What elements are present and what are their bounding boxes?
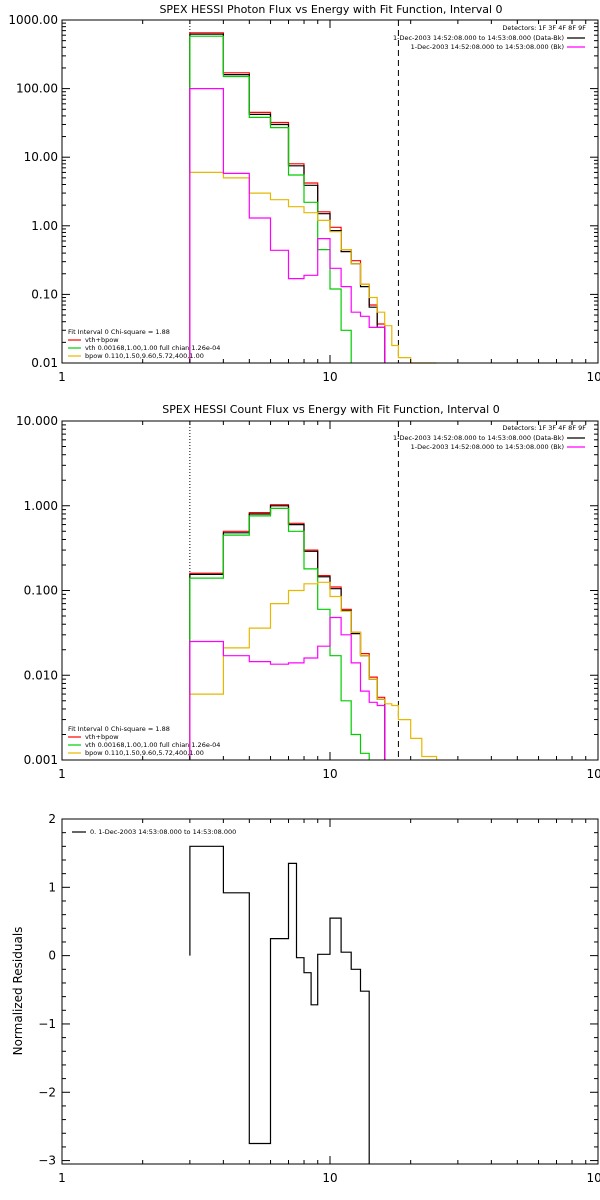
photon-detectors-label: Detectors: 1F 3F 4F 8F 9F [502,24,586,32]
count-legend-left-1: vth 0.00168,1.00,1.00 full chian 1.26e-0… [85,741,220,749]
residuals-y-tick-label: −3 [38,1154,56,1168]
residuals-y-axis-label: Normalized Residuals [11,927,25,1056]
residuals-legend-0: 0. 1-Dec-2003 14:53:08.000 to 14:53:08.0… [90,828,236,836]
count-detectors-label: Detectors: 1F 3F 4F 8F 9F [502,424,586,432]
photon-chart-title: SPEX HESSI Photon Flux vs Energy with Fi… [159,3,502,16]
count-y-tick-label: 0.100 [24,584,58,598]
photon-y-tick-label: 1.00 [31,219,58,233]
count-x-tick-label: 10 [322,767,337,781]
residuals-panel: 1 10 100 −3 −2 −1 0 1 2 Normalized Residuals 0. … [11,812,600,1185]
photon-series-bpow [189,171,437,364]
photon-y-tick-label: 1000.00 [8,13,58,27]
photon-y-tick-label: 0.10 [31,287,58,301]
residuals-y-tick-label: 1 [48,880,56,894]
photon-plot-frame [61,19,599,364]
photon-y-tick-label: 0.01 [31,356,58,370]
photon-legend-right-0: 1-Dec-2003 14:52:08.000 to 14:53:08.000 … [393,34,564,42]
photon-flux-panel: SPEX HESSI Photon Flux vs Energy with Fi… [8,3,600,384]
photon-x-tick-label: 1 [58,370,66,384]
photon-legend-left-0: vth+bpow [85,336,119,344]
count-legend-left-0: vth+bpow [85,733,119,741]
count-legend-right: 1-Dec-2003 14:52:08.000 to 14:53:08.000 … [393,434,585,451]
count-legend-left-2: bpow 0.110,1.50,9.60,5.72,400,1.00 [85,749,204,757]
photon-x-tick-label: 100 [587,370,600,384]
residuals-x-tick-label: 100 [587,1171,600,1185]
count-series-bkg [189,616,386,760]
residuals-x-tick-label: 10 [322,1171,337,1185]
residuals-series-residuals [189,845,370,1164]
count-y-tick-label: 0.001 [24,753,58,767]
photon-series-vth [189,35,352,363]
count-y-tick-label: 10.000 [16,414,58,428]
photon-series-bkg [189,88,386,363]
count-chart-title: SPEX HESSI Count Flux vs Energy with Fit… [162,403,499,416]
residuals-x-tick-label: 1 [58,1171,66,1185]
residuals-legend: 0. 1-Dec-2003 14:53:08.000 to 14:53:08.0… [72,828,236,836]
count-fit-header: Fit Interval 0 Chi-square = 1.88 [68,725,170,733]
residuals-y-tick-label: −1 [38,1017,56,1031]
photon-y-tick-label: 100.00 [16,82,58,96]
photon-legend-left-2: bpow 0.110,1.50,9.60,5.72,400,1.00 [85,352,204,360]
count-series-group [189,421,438,760]
residuals-series-group [189,845,370,1164]
photon-legend-right-1: 1-Dec-2003 14:52:08.000 to 14:53:08.000 … [411,43,564,51]
count-y-tick-label: 1.000 [24,499,58,513]
count-x-tick-label: 1 [58,767,66,781]
count-x-tick-label: 100 [587,767,600,781]
count-series-bpow [189,581,438,760]
photon-legend-left-1: vth 0.00168,1.00,1.00 full chian 1.26e-0… [85,344,220,352]
residuals-y-tick-label: 0 [48,949,56,963]
photon-legend-left: Fit Interval 0 Chi-square = 1.88 vth+bpo… [68,328,220,360]
count-legend-right-1: 1-Dec-2003 14:52:08.000 to 14:53:08.000 … [411,443,564,451]
photon-x-tick-label: 10 [322,370,337,384]
photon-legend-right: 1-Dec-2003 14:52:08.000 to 14:53:08.000 … [393,34,585,51]
count-y-tick-label: 0.010 [24,668,58,682]
count-legend-right-0: 1-Dec-2003 14:52:08.000 to 14:53:08.000 … [393,434,564,442]
photon-series-group [189,20,437,364]
count-flux-panel: SPEX HESSI Count Flux vs Energy with Fit… [16,403,600,781]
count-legend-left: Fit Interval 0 Chi-square = 1.88 vth+bpo… [68,725,220,757]
residuals-y-tick-label: −2 [38,1085,56,1099]
residuals-plot-frame [61,818,599,1165]
photon-fit-header: Fit Interval 0 Chi-square = 1.88 [68,328,170,336]
residuals-y-tick-label: 2 [48,812,56,826]
photon-series-data [189,33,386,363]
photon-y-tick-label: 10.00 [24,150,58,164]
photon-series-total [189,32,386,363]
count-series-vth [189,507,370,760]
